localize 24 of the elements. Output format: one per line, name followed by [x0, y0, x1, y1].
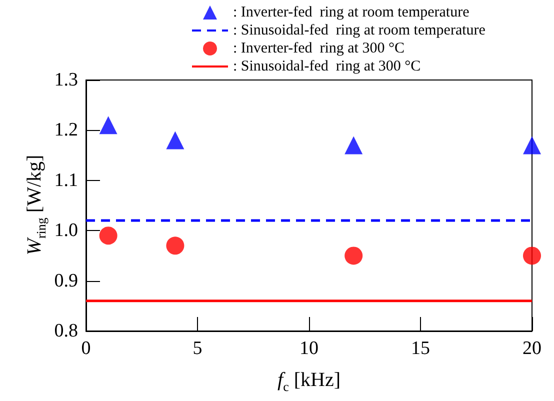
- x-axis-title: f$_{c}$ [kHz]: [278, 369, 340, 394]
- point: [523, 136, 541, 154]
- y-tick-label: 1.3: [54, 70, 78, 90]
- y-tick-label: 0.9: [54, 270, 78, 292]
- point: [99, 226, 118, 245]
- point: [344, 136, 363, 154]
- y-tick-label: 1.0: [54, 220, 78, 242]
- y-tick-label: 0.8: [54, 320, 78, 342]
- legend-label: : Inverter-fed ring at 300 °C: [233, 40, 404, 56]
- point: [523, 246, 541, 265]
- x-tick-label: 5: [192, 338, 202, 359]
- legend-label: : Sinusoidal-fed ring at 300 °C: [233, 58, 421, 74]
- point: [344, 246, 363, 265]
- x-tick-label: 10: [300, 338, 318, 359]
- legend-label: : Inverter-fed ring at room temperature: [233, 4, 470, 20]
- point: [99, 116, 118, 134]
- legend-label: : Sinusoidal-fed ring at room temperature: [233, 22, 486, 38]
- x-tick-label: 20: [522, 338, 542, 359]
- point: [166, 131, 184, 150]
- point: [166, 236, 184, 255]
- y-tick-label: 1.1: [54, 170, 78, 191]
- x-tick-label: 15: [411, 338, 430, 359]
- x-tick-label: 0: [81, 338, 91, 359]
- y-tick-label: 1.2: [54, 120, 78, 141]
